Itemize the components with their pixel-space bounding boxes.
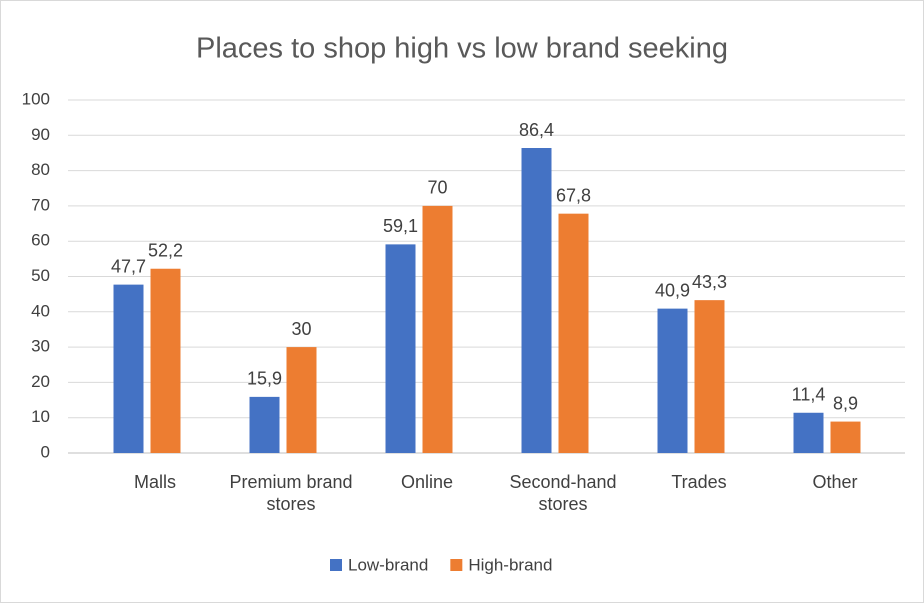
bar — [150, 268, 181, 453]
x-tick-label: Second-hand stores — [509, 472, 617, 514]
data-label: 15,9 — [247, 369, 282, 389]
bar — [657, 308, 688, 453]
y-tick-label: 0 — [41, 442, 50, 461]
data-label: 70 — [427, 178, 447, 198]
bar — [249, 396, 280, 453]
bar — [830, 421, 861, 453]
data-label: 86,4 — [519, 120, 554, 140]
x-tick-label: Premium brand stores — [229, 472, 353, 514]
y-tick-label: 90 — [31, 125, 50, 144]
x-tick-label: Trades — [671, 472, 727, 492]
x-tick-label: Other — [812, 472, 858, 492]
data-label: 30 — [291, 319, 311, 339]
y-tick-label: 20 — [31, 372, 50, 391]
data-label: 47,7 — [111, 256, 146, 276]
y-tick-label: 70 — [31, 195, 50, 214]
x-tick-label: Online — [400, 472, 454, 492]
bar — [521, 148, 552, 453]
y-tick-label: 50 — [31, 266, 50, 285]
legend-swatch — [330, 559, 342, 571]
bar — [113, 284, 144, 453]
x-tick-label: Malls — [133, 472, 176, 492]
y-tick-label: 30 — [31, 337, 50, 356]
bar — [793, 412, 824, 453]
legend-label: High-brand — [468, 555, 552, 574]
bar — [558, 213, 589, 453]
data-label: 52,2 — [148, 240, 183, 260]
y-tick-label: 100 — [22, 89, 50, 108]
bar — [422, 205, 453, 453]
data-label: 43,3 — [692, 272, 727, 292]
y-tick-label: 40 — [31, 301, 50, 320]
bar — [385, 244, 416, 453]
bar — [694, 300, 725, 453]
bar — [286, 347, 317, 453]
y-tick-label: 10 — [31, 407, 50, 426]
legend-swatch — [450, 559, 463, 571]
legend-label: Low-brand — [348, 555, 428, 574]
data-label: 11,4 — [792, 385, 826, 405]
data-label: 67,8 — [556, 185, 591, 205]
data-label: 8,9 — [833, 393, 858, 413]
y-tick-label: 60 — [31, 231, 50, 250]
y-tick-label: 80 — [31, 160, 50, 179]
chart-title: Places to shop high vs low brand seeking — [196, 33, 728, 65]
data-label: 59,1 — [383, 216, 418, 236]
data-label: 40,9 — [655, 280, 690, 300]
